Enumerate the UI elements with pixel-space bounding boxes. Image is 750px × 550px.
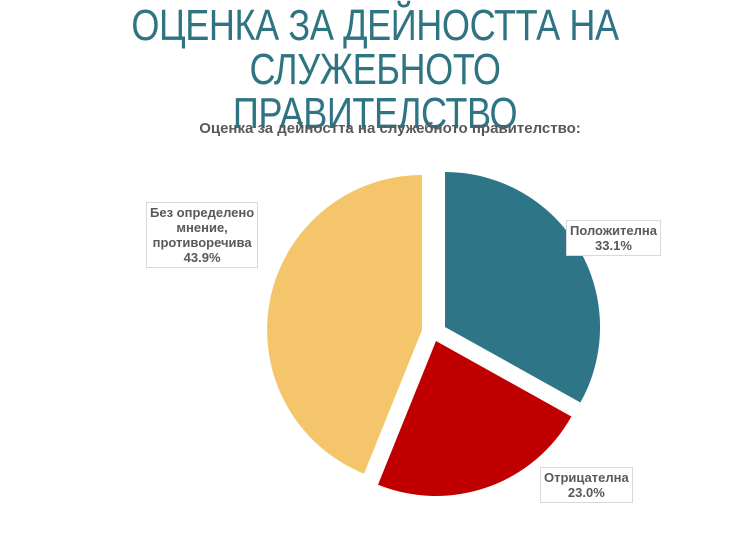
label-undecided-line1: Без определено bbox=[150, 205, 255, 220]
slice-negative bbox=[378, 341, 572, 496]
page-title-line2: ПРАВИТЕЛСТВО bbox=[232, 89, 518, 138]
page-title-line1: ОЦЕНКА ЗА ДЕЙНОСТТА НА СЛУЖЕБНОТО bbox=[131, 1, 619, 94]
page-title: ОЦЕНКА ЗА ДЕЙНОСТТА НА СЛУЖЕБНОТО ПРАВИТ… bbox=[68, 4, 683, 136]
slice-positive bbox=[445, 172, 601, 403]
label-negative-name: Отрицателна bbox=[544, 470, 629, 485]
label-positive: Положителна 33.1% bbox=[566, 220, 661, 256]
label-negative-value: 23.0% bbox=[567, 485, 605, 500]
label-undecided: Без определено мнение, противоречива 43.… bbox=[146, 202, 259, 268]
label-undecided-line3: противоречива bbox=[152, 235, 252, 250]
label-positive-value: 33.1% bbox=[595, 238, 632, 253]
label-negative: Отрицателна 23.0% bbox=[540, 467, 633, 503]
chart-title: Оценка за дейността на служебното правит… bbox=[199, 120, 581, 137]
label-undecided-value: 43.9% bbox=[183, 250, 221, 265]
label-undecided-line2: мнение, bbox=[176, 220, 228, 235]
label-positive-name: Положителна bbox=[570, 223, 657, 238]
slice-undecided bbox=[267, 175, 422, 474]
